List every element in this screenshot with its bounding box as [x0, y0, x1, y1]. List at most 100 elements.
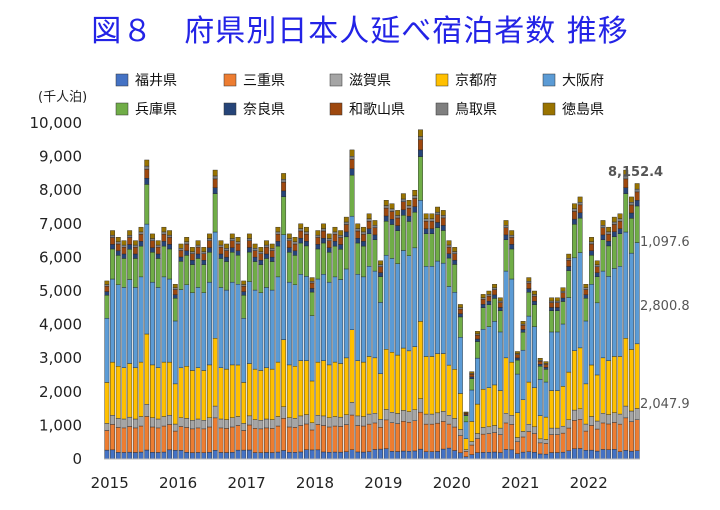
bar-segment-9 [583, 287, 589, 290]
bar-segment-4 [418, 321, 423, 399]
bar-segment-4 [218, 367, 224, 420]
bar-segment-1 [144, 449, 150, 460]
bar-segment-6 [115, 255, 121, 285]
bar-segment-3 [184, 418, 190, 428]
bar-segment-1 [161, 451, 167, 460]
bar-segment-4 [138, 361, 144, 417]
bar-segment-5 [189, 292, 195, 371]
bar-segment-3 [446, 415, 452, 425]
bar-segment-9 [361, 231, 366, 235]
bar-segment-9 [440, 215, 446, 219]
y-axis: 0 1,000 2,000 3,000 4,000 5,000 6,000 7,000 8,00… [30, 114, 83, 468]
bar-segment-9 [549, 300, 555, 303]
bar-segment-5 [520, 349, 526, 400]
bar-segment-1 [252, 452, 258, 460]
bar-segment-1 [184, 452, 190, 460]
bar-segment-5 [110, 278, 115, 363]
bar-segment-10 [617, 213, 623, 219]
bar-segment-3 [309, 422, 315, 431]
bar-segment-3 [566, 419, 572, 429]
bar-segment-6 [412, 211, 418, 249]
bar-segment-7 [115, 250, 121, 256]
bar-segment-6 [144, 184, 150, 225]
annotation-label: 2,800.8 [640, 299, 690, 314]
bar-segment-10 [338, 230, 344, 236]
bar-segment-3 [189, 420, 195, 430]
bar-segment-5 [383, 254, 389, 350]
legend-label: 奈良県 [243, 102, 285, 118]
bar-segment-8 [286, 240, 292, 248]
bar-segment-10 [583, 284, 589, 288]
bar-segment-9 [281, 179, 287, 183]
bar-segment-2 [121, 427, 127, 453]
bar-segment-10 [406, 200, 412, 206]
bar-segment-9 [452, 251, 458, 254]
bar-segment-1 [492, 451, 498, 460]
bar-segment-7 [110, 244, 115, 250]
bar-segment-9 [218, 244, 224, 248]
bar-segment-1 [258, 452, 264, 460]
bar-segment-1 [349, 449, 355, 460]
bar-segment-1 [383, 448, 389, 460]
bar-segment-7 [161, 241, 167, 247]
bar-segment-7 [167, 244, 173, 250]
bar-segment-2 [554, 434, 560, 453]
bar-segment-3 [543, 439, 549, 444]
bar-segment-7 [292, 250, 298, 256]
bar-segment-5 [429, 266, 435, 357]
bar-segment-2 [235, 425, 241, 451]
bar-segment-1 [235, 449, 241, 460]
bar-segment-4 [537, 415, 543, 440]
bar-segment-5 [463, 421, 469, 439]
bar-segment-5 [155, 287, 161, 368]
legend-swatch [435, 73, 449, 87]
bar-segment-9 [229, 238, 235, 241]
legend-label: 三重県 [243, 73, 285, 89]
bar-segment-9 [343, 221, 349, 225]
bar-segment-7 [600, 234, 606, 240]
bar-segment-10 [207, 233, 212, 239]
bar-segment-2 [452, 426, 458, 451]
bar-segment-2 [480, 433, 486, 453]
bar-segment-7 [144, 178, 150, 185]
bar-segment-10 [469, 371, 475, 374]
bar-segment-7 [361, 241, 366, 247]
bar-segment-3 [503, 413, 509, 424]
bar-segment-2 [389, 422, 395, 452]
bar-segment-6 [395, 230, 401, 264]
bar-segment-5 [440, 262, 446, 354]
bar-segment-9 [412, 195, 418, 199]
bar-segment-7 [577, 212, 583, 219]
bar-segment-1 [189, 452, 195, 460]
bar-segment-10 [589, 237, 594, 242]
bar-segment-4 [189, 370, 195, 421]
bar-segment-9 [492, 287, 498, 290]
bar-segment-1 [138, 451, 144, 460]
bar-segment-8 [532, 295, 537, 302]
bar-segment-7 [286, 247, 292, 253]
bar-segment-7 [543, 367, 549, 370]
bar-segment-6 [281, 196, 287, 235]
bar-segment-2 [383, 419, 389, 449]
x-tick-label: 2019 [364, 474, 402, 492]
bar-segment-10 [104, 280, 110, 285]
legend-label: 滋賀県 [349, 73, 391, 89]
bar-segment-2 [412, 420, 418, 452]
bar-segment-1 [457, 452, 463, 460]
bar-segment-7 [572, 218, 577, 225]
bar-segment-6 [132, 258, 138, 288]
bar-segment-2 [566, 427, 572, 451]
bar-segment-6 [298, 242, 304, 275]
bar-segment-3 [480, 427, 486, 435]
bar-segment-3 [355, 415, 361, 426]
bar-segment-4 [235, 364, 241, 417]
bar-segment-9 [378, 264, 383, 267]
bar-segment-2 [178, 426, 184, 451]
legend-label: 鳥取県 [455, 102, 497, 118]
bar-segment-3 [361, 416, 366, 427]
x-axis: 2015 2016 2017 2018 2019 2020 2021 2022 [91, 458, 640, 492]
bar-segment-3 [321, 415, 326, 426]
bar-segment-4 [532, 387, 537, 428]
bar-segment-3 [372, 413, 378, 424]
bar-segment-9 [189, 251, 195, 254]
